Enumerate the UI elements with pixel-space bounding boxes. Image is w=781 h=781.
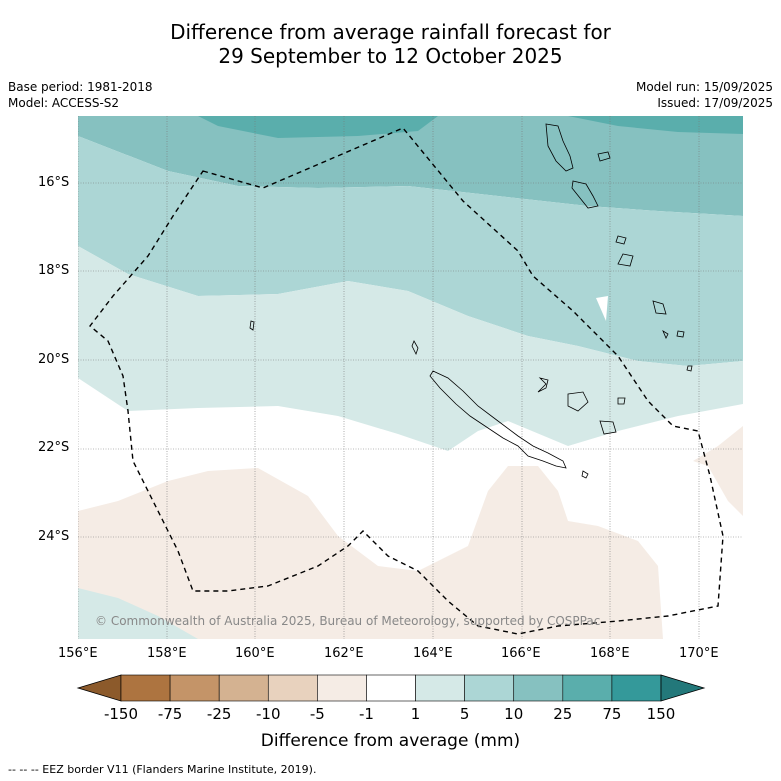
eez-border: [89, 127, 724, 635]
lat-label-22s: 22°S: [38, 440, 70, 455]
mare-coast: [599, 420, 617, 435]
lifou-coast: [567, 391, 589, 412]
colorbar-title: Difference from average (mm): [260, 731, 521, 751]
map-canvas: [78, 116, 743, 639]
colorbar-tick-label: -150: [103, 705, 139, 723]
band-neg1-neg5-south: [78, 466, 663, 639]
lon-label-160e: 160°E: [235, 646, 275, 661]
erromango-coast: [617, 253, 634, 267]
lon-label-168e: 168°E: [590, 646, 630, 661]
lon-label-156e: 156°E: [58, 646, 98, 661]
new-caledonia-coast: [429, 370, 567, 469]
loyalty-small-islet-coast: [249, 320, 255, 331]
aneityum-coast: [676, 330, 685, 338]
colorbar-tick-label: 25: [553, 705, 573, 723]
colorbar-segment: [513, 674, 564, 702]
colorbar-tick-label: 75: [602, 705, 622, 723]
band-1-5: [78, 246, 743, 451]
fiji-west-islet-coast: [686, 365, 693, 372]
espiritu-santo-coast: [545, 123, 574, 172]
tanna-coast: [652, 300, 667, 315]
colorbar-segment: [562, 674, 613, 702]
lat-label-24s: 24°S: [38, 529, 70, 544]
copyright-notice: © Commonwealth of Australia 2025, Bureau…: [95, 614, 601, 628]
malakula-coast: [571, 180, 599, 209]
lon-label-166e: 166°E: [501, 646, 541, 661]
colorbar-tick-label: -1: [358, 705, 374, 723]
colorbar-extend-low: [76, 674, 122, 702]
map-title-line-2: 29 September to 12 October 2025: [218, 44, 563, 68]
colorbar-segment: [218, 674, 269, 702]
colorbar-segment: [366, 674, 416, 702]
colorbar: [76, 674, 706, 702]
band-5-10: [78, 136, 743, 366]
colorbar-segment: [611, 674, 662, 702]
matthew-island-coast: [662, 330, 669, 339]
model-run: Model run: 15/09/2025: [635, 80, 773, 94]
map-title-line-1: Difference from average rainfall forecas…: [170, 20, 611, 44]
ouvea-coast: [537, 377, 549, 393]
colorbar-tick-label: -25: [206, 705, 232, 723]
colorbar-tick-label: 10: [504, 705, 524, 723]
lon-label-162e: 162°E: [324, 646, 364, 661]
maewo-coast: [597, 151, 611, 162]
band-25-75-top: [198, 116, 438, 138]
colorbar-tick-label: -5: [309, 705, 325, 723]
lon-label-170e: 170°E: [679, 646, 719, 661]
isle-of-pines-coast: [581, 470, 589, 479]
efate-coast: [615, 235, 627, 245]
band-10-25: [78, 116, 743, 216]
colorbar-extend-high: [660, 674, 706, 702]
white-notch: [596, 296, 608, 321]
colorbar-segment: [317, 674, 367, 702]
base-period: Base period: 1981-2018: [8, 80, 153, 94]
lon-label-164e: 164°E: [413, 646, 453, 661]
issued-date: Issued: 17/09/2025: [657, 96, 773, 110]
rainfall-map: [78, 116, 743, 639]
colorbar-tick-label: -10: [256, 705, 281, 723]
colorbar-segment: [169, 674, 220, 702]
model-name: Model: ACCESS-S2: [8, 96, 120, 110]
band-1-5-southwest: [78, 588, 198, 639]
colorbar-segment: [267, 674, 318, 702]
colorbar-segment: [120, 674, 171, 702]
eez-footnote: -- -- -- EEZ border V11 (Flanders Marine…: [8, 763, 317, 776]
colorbar-tick-label: 5: [459, 705, 470, 723]
gridlines: [78, 116, 743, 639]
colorbar-tick-label: 150: [646, 705, 676, 723]
band-neg1-neg5-east: [693, 426, 743, 516]
coastlines: [249, 123, 693, 479]
lat-label-18s: 18°S: [38, 263, 70, 278]
belep-islands-coast: [411, 340, 419, 356]
colorbar-tick-label: 1: [410, 705, 421, 723]
colorbar-segment: [464, 674, 515, 702]
colorbar-segment: [415, 674, 465, 702]
chesterfield-islet-coast: [617, 397, 626, 405]
lat-label-16s: 16°S: [38, 175, 70, 190]
colorbar-tick-label: -75: [157, 705, 183, 723]
lon-label-158e: 158°E: [147, 646, 187, 661]
lat-label-20s: 20°S: [38, 352, 70, 367]
